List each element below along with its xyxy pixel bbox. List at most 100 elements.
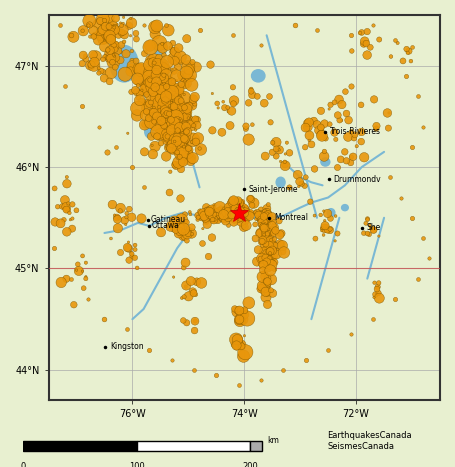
Point: [291, 21, 298, 29]
Point: [174, 133, 181, 140]
Point: [160, 110, 167, 118]
Point: [207, 213, 214, 220]
Point: [189, 288, 197, 295]
Point: [184, 132, 191, 140]
Point: [167, 44, 174, 51]
Point: [414, 92, 421, 100]
Point: [157, 228, 165, 236]
Point: [170, 123, 177, 130]
Point: [213, 209, 220, 216]
Bar: [136, 441, 250, 451]
Point: [51, 184, 58, 192]
Point: [264, 280, 272, 288]
Point: [177, 147, 184, 154]
Point: [160, 82, 167, 89]
Point: [366, 231, 373, 238]
Point: [362, 219, 369, 227]
Point: [214, 216, 221, 224]
Point: [162, 129, 169, 137]
Point: [259, 212, 266, 219]
Point: [404, 49, 411, 57]
Point: [368, 225, 375, 232]
Point: [143, 91, 150, 98]
Point: [305, 119, 313, 126]
Point: [136, 90, 143, 98]
Point: [167, 93, 174, 100]
Point: [103, 25, 111, 32]
Point: [324, 226, 331, 234]
Point: [252, 208, 259, 216]
Point: [144, 88, 152, 96]
Point: [174, 142, 181, 150]
Point: [306, 137, 313, 144]
Point: [361, 37, 368, 45]
Point: [259, 224, 267, 231]
Point: [103, 35, 111, 42]
Point: [184, 227, 192, 234]
Point: [321, 222, 329, 229]
Point: [148, 142, 156, 149]
Point: [136, 76, 143, 83]
Point: [184, 146, 192, 154]
Point: [168, 97, 175, 104]
Point: [172, 135, 180, 142]
Point: [263, 207, 270, 214]
Point: [282, 150, 289, 158]
Point: [167, 143, 175, 151]
Point: [233, 213, 240, 221]
Point: [236, 316, 243, 323]
Point: [171, 57, 178, 64]
Point: [259, 282, 266, 290]
Point: [169, 46, 177, 53]
Point: [123, 325, 131, 333]
Point: [163, 95, 170, 102]
Point: [268, 247, 276, 254]
Point: [269, 227, 277, 234]
Point: [260, 248, 268, 255]
Point: [167, 146, 175, 153]
Point: [128, 19, 135, 27]
Point: [150, 104, 157, 111]
Point: [222, 207, 229, 214]
Point: [221, 206, 228, 214]
Point: [167, 137, 174, 144]
Point: [375, 36, 383, 43]
Point: [247, 210, 254, 218]
Bar: [23, 441, 136, 451]
Point: [162, 21, 170, 29]
Point: [231, 341, 238, 348]
Point: [311, 165, 318, 173]
Point: [238, 342, 245, 350]
Point: [243, 222, 250, 229]
Point: [313, 121, 321, 128]
Point: [237, 215, 244, 223]
Point: [175, 119, 182, 126]
Point: [394, 39, 401, 47]
Point: [160, 130, 167, 137]
Point: [152, 84, 159, 91]
Point: [237, 317, 244, 324]
Point: [219, 213, 226, 221]
Point: [176, 194, 183, 201]
Point: [318, 131, 325, 139]
Point: [266, 250, 273, 258]
Point: [280, 366, 287, 374]
Point: [82, 52, 89, 59]
Point: [271, 235, 278, 243]
Point: [155, 134, 162, 141]
Point: [234, 211, 241, 219]
Point: [139, 71, 147, 79]
Point: [69, 215, 76, 222]
Point: [178, 74, 186, 81]
Point: [162, 93, 170, 100]
Point: [181, 94, 188, 101]
Point: [173, 162, 180, 169]
Point: [168, 107, 176, 115]
Point: [358, 138, 365, 145]
Point: [92, 52, 100, 60]
Point: [141, 85, 148, 93]
Point: [375, 279, 382, 287]
Point: [259, 219, 266, 226]
Point: [276, 231, 283, 239]
Point: [373, 125, 380, 132]
